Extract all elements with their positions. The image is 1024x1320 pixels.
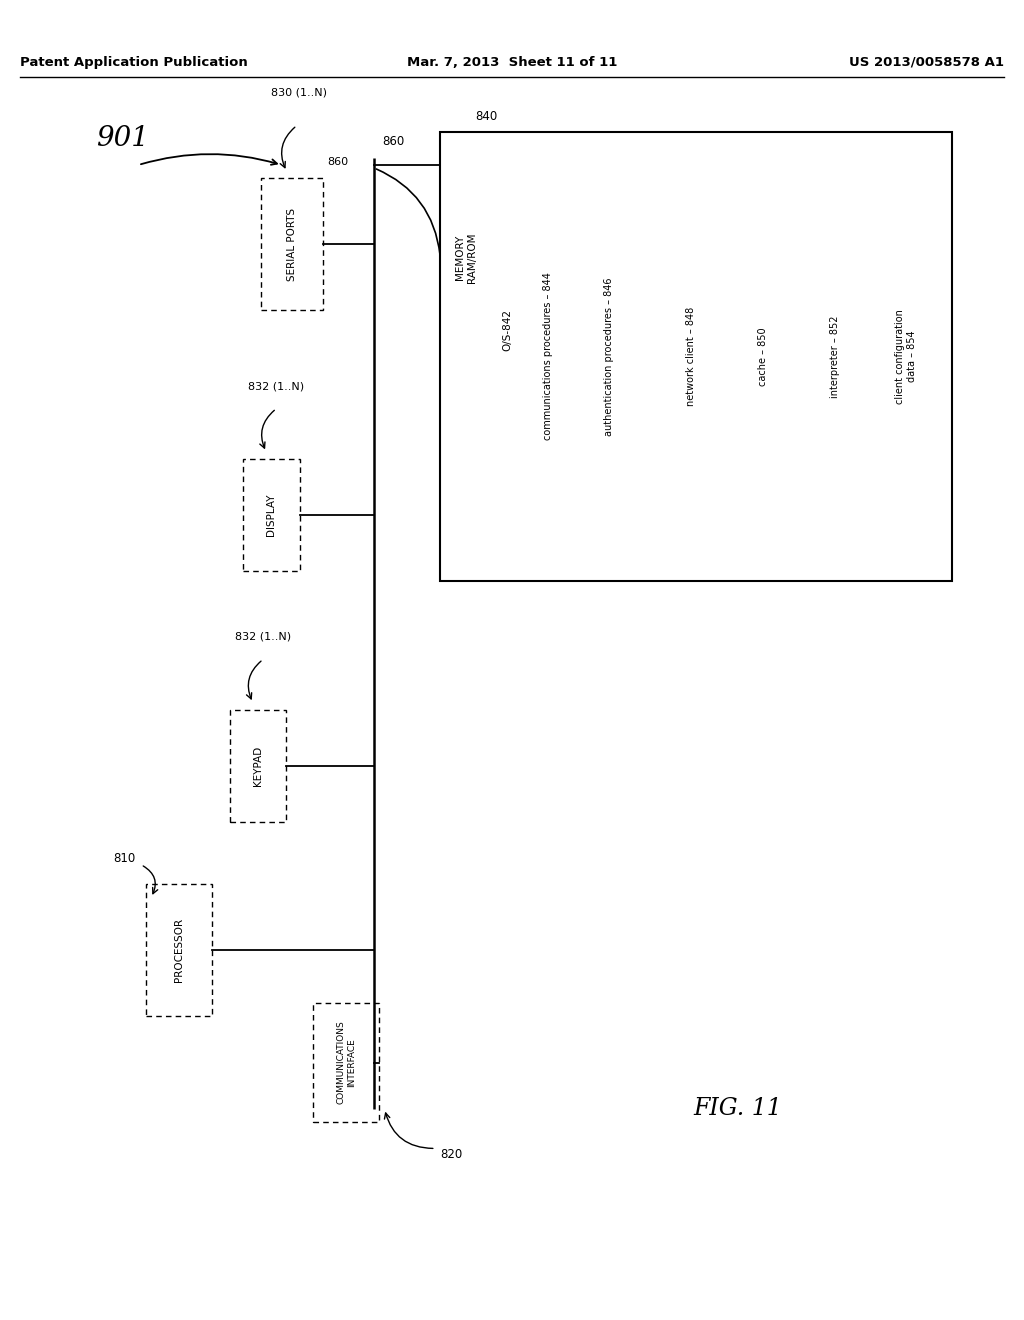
Text: cache – 850: cache – 850 (758, 327, 768, 385)
Text: 901: 901 (96, 125, 150, 152)
Bar (244, 459, 300, 570)
Bar (440, 132, 952, 581)
Text: 860: 860 (327, 157, 348, 168)
Text: Patent Application Publication: Patent Application Publication (20, 55, 248, 69)
Text: 832 (1..N): 832 (1..N) (236, 632, 291, 642)
Text: O/S-842: O/S-842 (502, 309, 512, 351)
Text: communications procedures – 844: communications procedures – 844 (543, 272, 553, 441)
Text: 830 (1..N): 830 (1..N) (271, 87, 328, 98)
Text: DISPLAY: DISPLAY (266, 494, 276, 536)
Text: authentication procedures – 846: authentication procedures – 846 (604, 277, 614, 436)
Text: COMMUNICATIONS
INTERFACE: COMMUNICATIONS INTERFACE (337, 1020, 355, 1105)
Text: network client – 848: network client – 848 (686, 306, 696, 407)
Text: 820: 820 (440, 1148, 462, 1162)
Text: FIG. 11: FIG. 11 (693, 1097, 781, 1121)
Text: 832 (1..N): 832 (1..N) (249, 381, 304, 391)
Text: Mar. 7, 2013  Sheet 11 of 11: Mar. 7, 2013 Sheet 11 of 11 (407, 55, 617, 69)
Text: client configuration
data – 854: client configuration data – 854 (895, 309, 918, 404)
Text: US 2013/0058578 A1: US 2013/0058578 A1 (849, 55, 1004, 69)
Bar (145, 884, 213, 1016)
Text: KEYPAD: KEYPAD (253, 746, 263, 785)
Bar (229, 710, 287, 821)
Text: 840: 840 (475, 110, 498, 123)
Bar (313, 1003, 379, 1122)
Text: 860: 860 (382, 135, 404, 148)
Text: SERIAL PORTS: SERIAL PORTS (287, 207, 297, 281)
Text: 810: 810 (114, 851, 135, 865)
Text: MEMORY
RAM/ROM: MEMORY RAM/ROM (455, 232, 477, 282)
Text: interpreter – 852: interpreter – 852 (829, 315, 840, 397)
Text: PROCESSOR: PROCESSOR (174, 919, 184, 982)
Bar (261, 178, 323, 310)
